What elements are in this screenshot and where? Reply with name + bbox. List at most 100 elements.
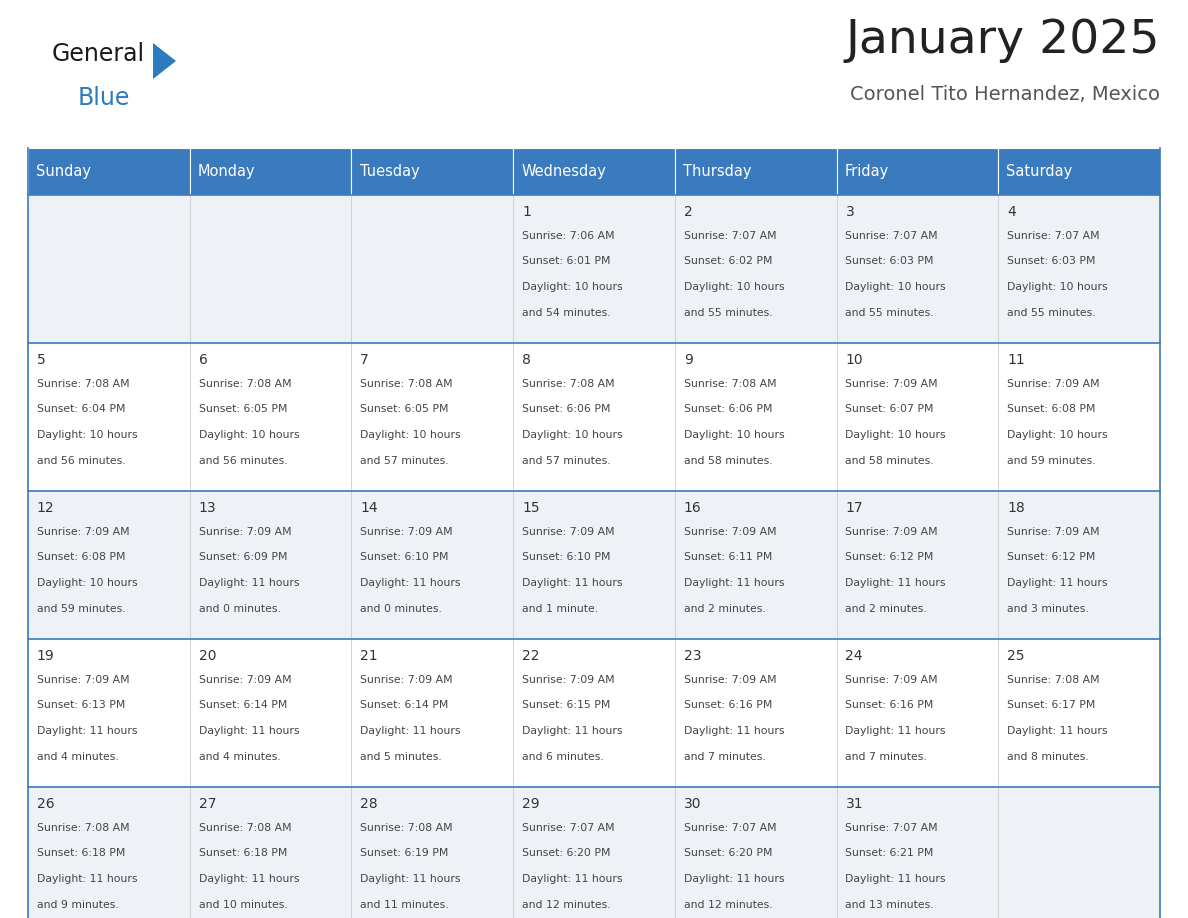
Text: and 59 minutes.: and 59 minutes.: [1007, 456, 1095, 466]
Text: and 2 minutes.: and 2 minutes.: [684, 604, 765, 614]
Text: and 58 minutes.: and 58 minutes.: [846, 456, 934, 466]
Bar: [29, 195, 190, 343]
Text: Sunrise: 7:08 AM: Sunrise: 7:08 AM: [1007, 675, 1100, 685]
Text: Sunset: 6:05 PM: Sunset: 6:05 PM: [198, 405, 287, 414]
Text: 9: 9: [684, 353, 693, 367]
Text: Sunset: 6:13 PM: Sunset: 6:13 PM: [37, 700, 125, 711]
Text: Daylight: 10 hours: Daylight: 10 hours: [846, 283, 946, 292]
Text: 4: 4: [1007, 206, 1016, 219]
Text: 6: 6: [198, 353, 208, 367]
Text: Sunrise: 7:07 AM: Sunrise: 7:07 AM: [1007, 230, 1100, 241]
Text: Sunset: 6:21 PM: Sunset: 6:21 PM: [846, 848, 934, 858]
Text: Sunset: 6:06 PM: Sunset: 6:06 PM: [684, 405, 772, 414]
Text: 24: 24: [846, 649, 862, 664]
Text: Sunset: 6:10 PM: Sunset: 6:10 PM: [360, 553, 449, 563]
Text: Sunrise: 7:09 AM: Sunrise: 7:09 AM: [522, 675, 614, 685]
Text: Daylight: 11 hours: Daylight: 11 hours: [198, 578, 299, 588]
Text: Friday: Friday: [845, 164, 889, 179]
Text: Sunrise: 7:09 AM: Sunrise: 7:09 AM: [360, 675, 453, 685]
Text: Monday: Monday: [197, 164, 255, 179]
Bar: [352, 195, 513, 343]
Bar: [29, 343, 190, 491]
Text: 18: 18: [1007, 501, 1025, 515]
Text: Sunrise: 7:07 AM: Sunrise: 7:07 AM: [522, 823, 614, 833]
Text: Daylight: 11 hours: Daylight: 11 hours: [198, 874, 299, 884]
Text: Sunset: 6:10 PM: Sunset: 6:10 PM: [522, 553, 611, 563]
Text: and 6 minutes.: and 6 minutes.: [522, 752, 604, 762]
Text: Sunrise: 7:09 AM: Sunrise: 7:09 AM: [684, 527, 777, 536]
Text: Daylight: 11 hours: Daylight: 11 hours: [37, 874, 138, 884]
Text: 2: 2: [684, 206, 693, 219]
Text: 30: 30: [684, 798, 701, 812]
Text: Sunrise: 7:09 AM: Sunrise: 7:09 AM: [198, 527, 291, 536]
Bar: [998, 639, 1159, 787]
Text: Sunset: 6:08 PM: Sunset: 6:08 PM: [37, 553, 126, 563]
Text: and 55 minutes.: and 55 minutes.: [1007, 308, 1095, 319]
Text: 28: 28: [360, 798, 378, 812]
Text: Sunset: 6:03 PM: Sunset: 6:03 PM: [846, 256, 934, 266]
Bar: [513, 491, 675, 639]
Bar: [836, 343, 998, 491]
Text: 20: 20: [198, 649, 216, 664]
Text: Sunset: 6:15 PM: Sunset: 6:15 PM: [522, 700, 611, 711]
Bar: [352, 639, 513, 787]
Text: Sunset: 6:01 PM: Sunset: 6:01 PM: [522, 256, 611, 266]
Text: 7: 7: [360, 353, 369, 367]
Text: Sunrise: 7:09 AM: Sunrise: 7:09 AM: [37, 675, 129, 685]
Bar: [836, 148, 998, 195]
Text: Sunrise: 7:08 AM: Sunrise: 7:08 AM: [360, 378, 453, 388]
Text: Sunrise: 7:09 AM: Sunrise: 7:09 AM: [684, 675, 777, 685]
Bar: [29, 491, 190, 639]
Text: and 12 minutes.: and 12 minutes.: [684, 901, 772, 911]
Text: Daylight: 11 hours: Daylight: 11 hours: [684, 726, 784, 736]
Text: Sunrise: 7:07 AM: Sunrise: 7:07 AM: [846, 823, 939, 833]
Text: Sunrise: 7:09 AM: Sunrise: 7:09 AM: [846, 378, 939, 388]
Text: Sunrise: 7:09 AM: Sunrise: 7:09 AM: [522, 527, 614, 536]
Text: and 2 minutes.: and 2 minutes.: [846, 604, 927, 614]
Text: and 55 minutes.: and 55 minutes.: [684, 308, 772, 319]
Text: Sunrise: 7:09 AM: Sunrise: 7:09 AM: [846, 527, 939, 536]
Text: Sunrise: 7:07 AM: Sunrise: 7:07 AM: [684, 823, 777, 833]
Bar: [998, 343, 1159, 491]
Bar: [29, 148, 190, 195]
Text: Sunset: 6:06 PM: Sunset: 6:06 PM: [522, 405, 611, 414]
Text: and 57 minutes.: and 57 minutes.: [360, 456, 449, 466]
Text: Sunrise: 7:06 AM: Sunrise: 7:06 AM: [522, 230, 614, 241]
Text: and 56 minutes.: and 56 minutes.: [37, 456, 126, 466]
Text: 15: 15: [522, 501, 539, 515]
Text: Sunrise: 7:08 AM: Sunrise: 7:08 AM: [360, 823, 453, 833]
Text: Sunset: 6:05 PM: Sunset: 6:05 PM: [360, 405, 449, 414]
Text: 10: 10: [846, 353, 864, 367]
Text: Daylight: 11 hours: Daylight: 11 hours: [846, 726, 946, 736]
Text: and 54 minutes.: and 54 minutes.: [522, 308, 611, 319]
Bar: [29, 787, 190, 918]
Text: January 2025: January 2025: [846, 18, 1159, 63]
Text: 17: 17: [846, 501, 864, 515]
Bar: [836, 491, 998, 639]
Text: and 10 minutes.: and 10 minutes.: [198, 901, 287, 911]
Text: Sunset: 6:09 PM: Sunset: 6:09 PM: [198, 553, 287, 563]
Text: 16: 16: [684, 501, 701, 515]
Text: and 1 minute.: and 1 minute.: [522, 604, 599, 614]
Bar: [675, 195, 836, 343]
Text: 19: 19: [37, 649, 55, 664]
Text: and 0 minutes.: and 0 minutes.: [198, 604, 280, 614]
Text: and 7 minutes.: and 7 minutes.: [846, 752, 927, 762]
Bar: [190, 343, 352, 491]
Text: 14: 14: [360, 501, 378, 515]
Text: Sunrise: 7:08 AM: Sunrise: 7:08 AM: [684, 378, 777, 388]
Text: 22: 22: [522, 649, 539, 664]
Bar: [352, 787, 513, 918]
Bar: [190, 148, 352, 195]
Text: Thursday: Thursday: [683, 164, 752, 179]
Bar: [998, 148, 1159, 195]
Bar: [836, 195, 998, 343]
Bar: [513, 639, 675, 787]
Text: Sunset: 6:16 PM: Sunset: 6:16 PM: [684, 700, 772, 711]
Bar: [675, 639, 836, 787]
Text: Sunset: 6:20 PM: Sunset: 6:20 PM: [522, 848, 611, 858]
Bar: [513, 343, 675, 491]
Text: Daylight: 11 hours: Daylight: 11 hours: [198, 726, 299, 736]
Text: 3: 3: [846, 206, 854, 219]
Text: and 4 minutes.: and 4 minutes.: [37, 752, 119, 762]
